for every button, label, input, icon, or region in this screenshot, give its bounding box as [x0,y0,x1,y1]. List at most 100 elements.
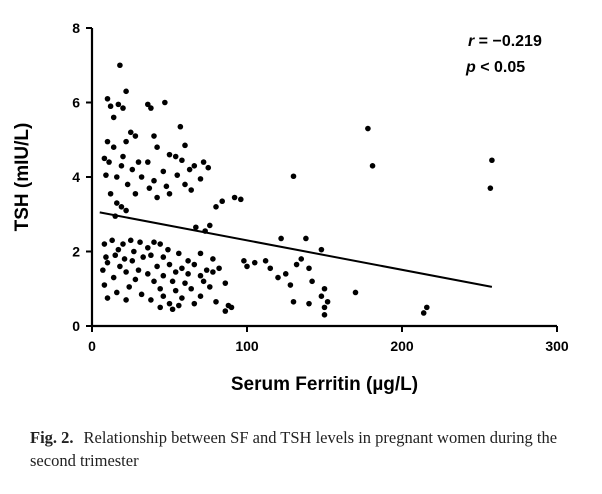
data-point [216,265,222,272]
data-point [166,190,173,197]
data-point [200,159,207,165]
data-point [140,254,146,260]
data-point [210,269,216,275]
x-tick-label: 300 [545,338,569,354]
data-point [103,172,109,178]
data-point [222,280,229,286]
y-axis-title: TSH (mIU/L) [12,123,33,232]
data-point [123,88,129,95]
p-value-annotation: p < 0.05 [465,59,525,76]
data-point [197,176,204,182]
data-point [127,237,134,244]
data-point [197,272,204,279]
data-point [251,259,258,266]
data-point [151,133,157,139]
data-point [151,278,157,285]
data-point [303,235,309,242]
data-point [275,274,281,281]
data-point [186,166,193,173]
data-point [228,304,235,311]
data-point [106,159,112,165]
data-point [137,239,143,245]
data-point [318,246,325,253]
data-point [290,173,297,180]
data-point [100,267,106,273]
data-point [207,284,213,290]
data-point [157,241,163,247]
caption-text: Relationship between SF and TSH levels i… [30,428,558,470]
data-point [101,241,108,247]
data-point [185,258,191,264]
data-point [101,155,108,162]
scatter-chart: 0 100 200 300 0 2 4 6 8 Serum Ferritin (µg/L) T… [12,20,569,395]
data-point [121,256,128,262]
regression-line [99,211,493,288]
x-axis-ticks: 0 100 200 300 [88,326,569,354]
data-point [148,252,154,259]
data-point [166,151,173,158]
data-point [200,278,207,285]
data-point [352,289,359,296]
data-point [321,285,328,292]
data-point [267,265,274,272]
data-point [104,138,111,145]
data-point [120,153,126,160]
data-point [123,297,129,303]
data-point [176,250,182,257]
data-point [110,114,117,121]
data-point [219,198,225,205]
p-label: p [465,59,476,76]
r-value: = −0.219 [474,33,542,50]
data-point [124,181,131,188]
data-point [369,163,376,169]
data-point [222,308,229,314]
data-point [241,258,247,264]
data-point [109,237,115,244]
data-point [110,144,117,150]
figure-caption: Fig. 2. Relationship between SF and TSH l… [30,426,590,472]
data-point [306,300,312,307]
data-point [191,163,198,169]
data-point [145,244,151,251]
data-point [176,302,182,309]
data-point [191,261,198,268]
data-point [182,280,188,286]
x-tick-label: 0 [88,338,96,354]
data-point [177,123,184,130]
data-point [213,204,219,210]
r-label: r [468,33,475,50]
data-point [321,304,328,311]
p-value: < 0.05 [476,59,525,76]
data-point [282,271,289,277]
data-point [154,263,160,270]
data-point [179,157,185,164]
data-point [298,256,305,262]
data-point [424,304,430,311]
data-point [193,224,199,231]
data-point [127,129,134,136]
data-point [114,200,120,206]
data-point [120,241,126,247]
data-point [293,261,300,268]
data-point [207,222,213,229]
data-point [132,276,139,283]
points-layer [100,62,495,318]
data-point [309,278,315,285]
data-point [188,187,194,193]
data-point [162,99,168,106]
data-point [110,274,117,281]
y-tick-label: 0 [72,318,80,334]
data-point [210,256,216,262]
data-point [172,269,179,275]
data-point [115,101,122,108]
data-point [118,163,125,169]
data-point [160,293,167,300]
data-point [213,298,219,305]
data-point [197,250,204,257]
data-point [160,168,167,175]
data-point [129,258,136,264]
data-point [145,271,151,277]
data-point [172,153,179,160]
data-point [117,263,123,270]
data-point [165,246,171,253]
